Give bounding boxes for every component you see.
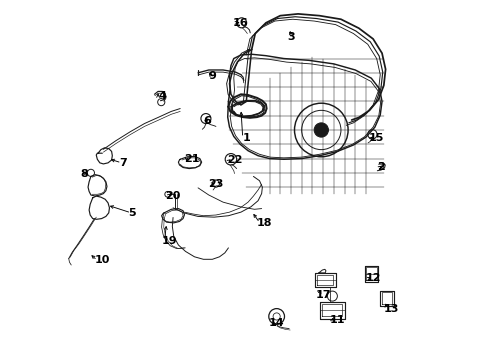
Text: 3: 3 <box>287 32 294 42</box>
Text: 10: 10 <box>94 255 110 265</box>
Circle shape <box>313 123 328 137</box>
Text: 19: 19 <box>162 236 177 246</box>
Text: 16: 16 <box>233 18 248 28</box>
Text: 6: 6 <box>203 116 211 126</box>
Text: 17: 17 <box>315 290 331 300</box>
Text: 18: 18 <box>257 218 272 228</box>
Text: 8: 8 <box>80 168 88 179</box>
Text: 1: 1 <box>242 133 250 143</box>
Text: 2: 2 <box>376 162 384 172</box>
Text: 22: 22 <box>226 156 242 165</box>
Text: 9: 9 <box>208 71 216 81</box>
Text: 20: 20 <box>165 191 180 201</box>
Text: 14: 14 <box>268 318 284 328</box>
Text: 11: 11 <box>329 315 345 325</box>
Text: 7: 7 <box>119 158 126 168</box>
Text: 5: 5 <box>128 208 136 218</box>
Text: 21: 21 <box>183 154 199 164</box>
Text: 13: 13 <box>383 303 398 314</box>
Text: 23: 23 <box>207 179 223 189</box>
Text: 12: 12 <box>365 273 381 283</box>
Text: 15: 15 <box>368 133 384 143</box>
Text: 4: 4 <box>158 91 165 101</box>
